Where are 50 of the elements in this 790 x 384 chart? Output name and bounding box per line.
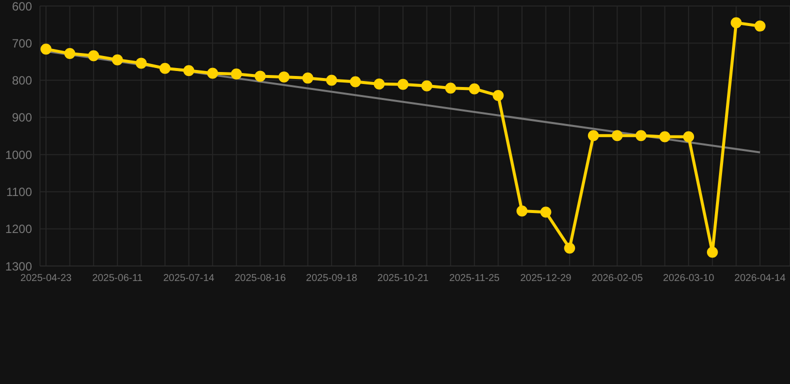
point — [468, 83, 480, 94]
x-tick-label: 2026-04-14 — [734, 273, 786, 284]
point — [730, 17, 742, 28]
point — [516, 206, 528, 217]
point — [706, 246, 718, 258]
point — [136, 58, 147, 69]
point — [683, 131, 694, 142]
x-tick-label: 2026-03-10 — [663, 273, 715, 284]
point — [421, 80, 432, 92]
point — [492, 90, 504, 102]
x-tick-label: 2025-07-14 — [163, 273, 215, 284]
y-tick-label: 800 — [12, 74, 32, 88]
point — [40, 44, 52, 55]
x-tick-label: 2025-09-18 — [306, 273, 358, 284]
point — [254, 70, 266, 82]
y-tick-label: 1000 — [5, 148, 32, 162]
y-tick-label: 700 — [12, 36, 32, 50]
x-tick-label: 2025-08-16 — [234, 273, 286, 284]
point — [207, 68, 218, 79]
x-tick-label: 2025-06-11 — [92, 273, 144, 284]
x-tick-label: 2025-12-29 — [520, 273, 572, 284]
point — [160, 62, 170, 74]
point — [112, 54, 123, 66]
y-tick-label: 1100 — [6, 184, 32, 199]
x-tick-label: 2026-02-05 — [592, 273, 644, 284]
point — [88, 50, 100, 62]
x-tick-label: 2025-11-25 — [449, 273, 500, 284]
point — [374, 78, 385, 90]
x-tick-label: 2025-04-23 — [20, 273, 72, 284]
point — [588, 130, 599, 142]
point — [636, 130, 646, 142]
point — [612, 130, 623, 142]
point — [350, 76, 361, 88]
point — [278, 71, 290, 82]
point — [564, 242, 576, 254]
point — [64, 48, 76, 60]
point — [183, 65, 194, 76]
y-tick-label: 900 — [12, 110, 32, 125]
x-tick-label: 2025-10-21 — [377, 273, 430, 284]
y-tick-label: 600 — [12, 0, 32, 14]
point — [398, 78, 408, 90]
point — [540, 206, 552, 218]
point — [445, 82, 456, 94]
y-tick-label: 1200 — [5, 222, 32, 236]
point — [230, 68, 242, 80]
point — [754, 20, 766, 32]
point — [659, 131, 670, 142]
y-tick-label: 1300 — [5, 259, 32, 274]
point — [302, 72, 314, 84]
point — [326, 74, 338, 86]
